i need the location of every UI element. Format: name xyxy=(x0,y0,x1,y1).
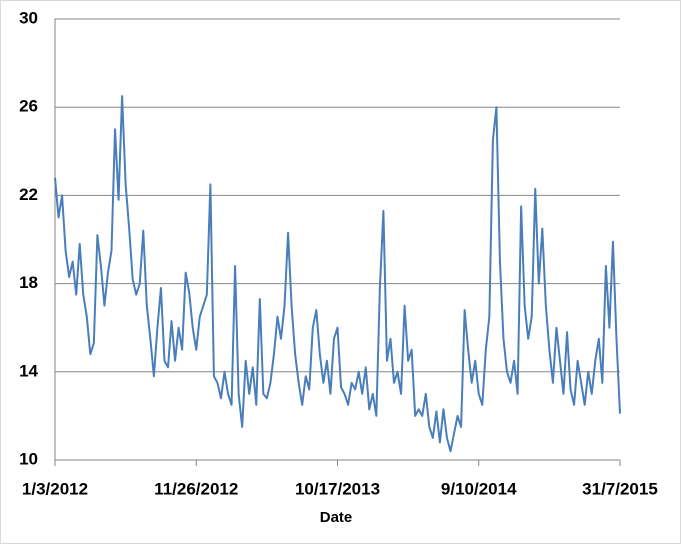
x-tick-label: 9/10/2014 xyxy=(441,479,517,498)
x-tick-label: 1/3/2012 xyxy=(22,479,88,498)
x-tick-label: 11/26/2012 xyxy=(154,479,238,498)
x-axis-title: Date xyxy=(320,509,353,526)
y-tick-label: 18 xyxy=(19,273,38,292)
y-tick-label: 14 xyxy=(19,361,38,380)
x-tick-label: 10/17/2013 xyxy=(295,479,380,498)
data-line xyxy=(54,95,621,453)
y-tick-label: 26 xyxy=(19,97,38,116)
y-tick-label: 30 xyxy=(19,8,38,27)
y-tick-label: 10 xyxy=(19,449,38,468)
x-tick-label: 31/7/2015 xyxy=(582,479,658,498)
y-tick-label: 22 xyxy=(19,185,38,204)
